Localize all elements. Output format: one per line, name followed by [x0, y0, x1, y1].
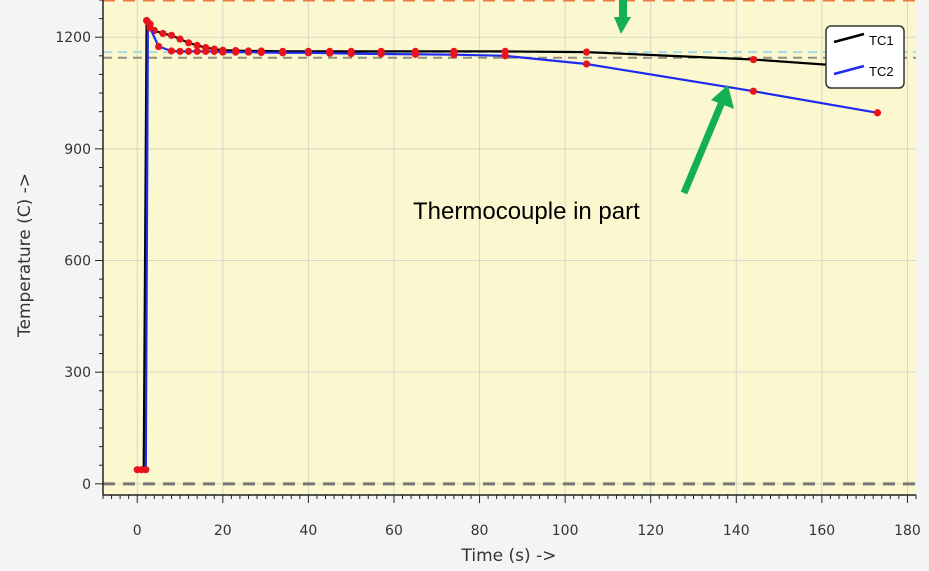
x-tick-label: 180	[894, 523, 921, 539]
data-point	[582, 60, 591, 68]
data-point	[184, 39, 193, 47]
data-point	[167, 47, 176, 55]
axes	[102, 0, 916, 496]
data-point	[304, 49, 312, 57]
data-point	[232, 48, 240, 56]
y-axis-ticks: 0 300 600 900 1200	[55, 0, 103, 493]
data-point	[749, 87, 758, 95]
x-tick-label: 140	[723, 523, 750, 539]
data-point	[257, 48, 265, 57]
data-point	[873, 109, 882, 117]
data-point	[210, 47, 218, 55]
data-point	[176, 35, 184, 43]
data-point	[450, 51, 458, 59]
data-point	[347, 49, 355, 58]
data-point	[159, 29, 167, 38]
arrow-top-shaft	[619, 0, 627, 19]
data-point	[582, 48, 591, 56]
arrow-top-head	[614, 17, 631, 34]
annotation-arrows	[614, 0, 734, 195]
data-point	[184, 47, 193, 55]
legend: TC1 TC2	[825, 25, 905, 89]
legend-box	[825, 25, 905, 89]
data-point	[142, 466, 150, 474]
x-tick-label: 40	[299, 523, 317, 539]
y-tick-label: 600	[64, 254, 91, 270]
data-point	[326, 49, 334, 57]
data-point	[411, 50, 419, 58]
data-point	[167, 31, 176, 39]
data-point	[377, 50, 385, 58]
data-point	[146, 24, 154, 32]
x-axis-title: Time (s) ->	[461, 546, 557, 566]
x-tick-label: 80	[471, 523, 489, 539]
y-axis-title: Temperature (C) ->	[15, 173, 35, 338]
data-point	[193, 41, 201, 50]
legend-swatch-tc1	[833, 32, 865, 44]
data-point	[501, 52, 509, 60]
data-point	[219, 48, 227, 56]
legend-swatch-tc2	[833, 64, 865, 76]
legend-label-tc2: TC2	[869, 64, 894, 79]
x-tick-label: 160	[808, 523, 835, 539]
x-tick-label: 120	[637, 523, 664, 539]
series-layer	[133, 16, 887, 474]
y-tick-label: 300	[64, 365, 91, 381]
x-axis-ticks: 0 20 40 60 80 100 120 140 160 180	[102, 495, 921, 539]
data-point	[176, 47, 184, 55]
data-point	[279, 49, 287, 57]
x-tick-label: 20	[214, 523, 232, 539]
series-tc2	[133, 18, 882, 474]
y-tick-label: 1200	[55, 30, 91, 46]
x-tick-label: 100	[552, 523, 579, 539]
data-point	[244, 48, 253, 56]
y-tick-label: 900	[64, 142, 91, 158]
annotation-label: Thermocouple in part	[413, 198, 640, 225]
data-point	[749, 55, 758, 64]
x-tick-label: 0	[133, 523, 142, 539]
plot-area	[103, 0, 916, 495]
data-point	[193, 47, 201, 55]
data-point	[144, 18, 152, 26]
arrow-part-head	[711, 85, 734, 109]
data-point	[155, 42, 163, 51]
legend-label-tc1: TC1	[869, 33, 894, 48]
y-tick-label: 0	[82, 477, 91, 493]
arrow-part-shaft	[680, 100, 726, 195]
x-tick-label: 60	[385, 523, 403, 539]
data-point	[202, 47, 210, 55]
